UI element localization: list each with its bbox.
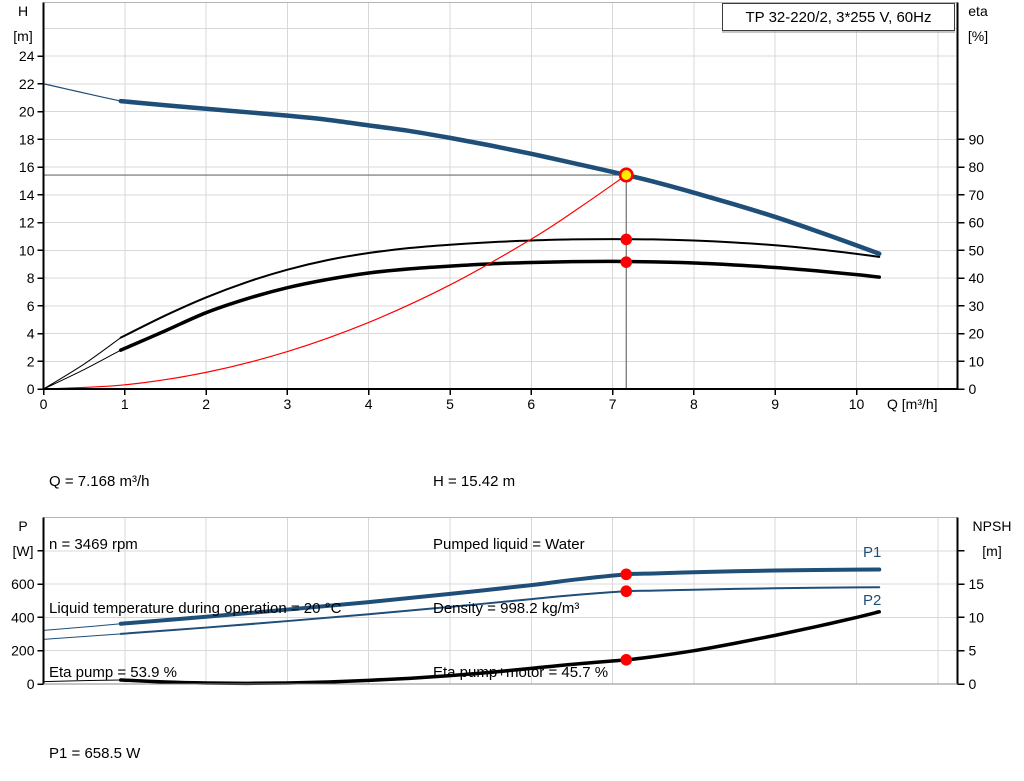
head-chart-x-tick-label: 8: [690, 396, 698, 412]
power-chart-left-axis-title: P: [18, 518, 27, 534]
head-chart-x-tick-label: 1: [121, 396, 129, 412]
power-chart-left-axis-title: [W]: [13, 543, 34, 559]
power-chart-left-tick-label: 0: [27, 676, 35, 692]
p1-curve: [118, 567, 882, 626]
head-chart-left-tick-label: 4: [27, 326, 35, 342]
head-chart-right-tick-label: 60: [969, 215, 985, 231]
eta-motor-curve: [118, 259, 882, 352]
head-chart-left-tick-label: 8: [27, 270, 35, 286]
duty-info-right-column: H = 15.42 m Pumped liquid = Water Densit…: [433, 428, 608, 726]
info-speed: n = 3469 rpm: [49, 536, 138, 554]
head-chart-x-tick-label: 9: [771, 396, 779, 412]
info-liquid-temperature: Liquid temperature during operation = 20…: [49, 600, 342, 618]
head-chart-left-tick-label: 10: [19, 242, 35, 258]
head-chart-x-tick-label: 4: [365, 396, 373, 412]
info-pumped-liquid: Pumped liquid = Water: [433, 536, 585, 554]
head-chart-x-tick-label: 0: [40, 396, 48, 412]
power-chart-right-axis-title: [m]: [982, 543, 1001, 559]
power-chart-right-tick-label: 10: [969, 609, 985, 625]
duty-point-marker: [618, 167, 634, 183]
npsh-curve: [118, 609, 882, 686]
head-chart-left-tick-label: 6: [27, 298, 35, 314]
eta-motor-curve-lead: [43, 349, 122, 390]
info-flow: Q = 7.168 m³/h: [49, 472, 150, 490]
head-chart-right-tick-label: 40: [969, 270, 985, 286]
p1-point-marker: [620, 568, 633, 581]
head-chart-left-tick-label: 22: [19, 76, 35, 92]
power-info-column: P1 = 658.5 W P2 = 557.2 W NPSH = 3.63 m: [49, 700, 154, 781]
npsh-curve-lead: [43, 679, 122, 683]
head-chart-left-tick-label: 2: [27, 353, 35, 369]
head-chart-right-axis-title: [%]: [968, 28, 988, 44]
p2-point-marker: [620, 585, 633, 598]
eta-pump-curve: [119, 238, 881, 339]
head-chart-left-tick-label: 20: [19, 104, 35, 120]
power-chart-left-tick-label: 600: [11, 576, 35, 592]
p2-curve: [119, 586, 881, 635]
power-chart-right-axis-title: NPSH: [973, 518, 1012, 534]
info-eta-pump: Eta pump = 53.9 %: [49, 664, 177, 682]
head-chart-right-tick-label: 20: [969, 326, 985, 342]
head-chart-right-tick-label: 90: [969, 131, 985, 147]
head-chart-x-tick-label: 10: [849, 396, 865, 412]
power-chart-right-tick-label: 5: [969, 643, 977, 659]
head-chart-x-tick-label: 3: [284, 396, 292, 412]
p2-curve-label: P2: [863, 592, 881, 609]
head-chart-left-axis-title: H: [18, 3, 28, 19]
head-chart-left-tick-label: 18: [19, 131, 35, 147]
h-curve: [118, 98, 882, 256]
info-eta-pump-motor: Eta pump+motor = 45.7 %: [433, 664, 609, 682]
eta-pump-point-marker: [620, 233, 633, 246]
power-chart-left-tick-label: 200: [11, 643, 35, 659]
head-chart-left-axis-title: [m]: [13, 28, 32, 44]
head-chart-right-tick-label: 80: [969, 159, 985, 175]
p2-curve-lead: [43, 633, 122, 640]
power-chart-right-tick-label: 0: [969, 676, 977, 692]
info-density: Density = 998.2 kg/m³: [433, 600, 580, 618]
npsh-point-marker: [620, 654, 633, 666]
head-chart-left-tick-label: 24: [19, 48, 35, 64]
info-head: H = 15.42 m: [433, 472, 516, 490]
power-chart-left-tick-label: 400: [11, 609, 35, 625]
p1-curve-lead: [43, 623, 122, 631]
h-curve-lead: [42, 83, 122, 102]
head-chart-left-tick-label: 16: [19, 159, 35, 175]
duty-info-left-column: Q = 7.168 m³/h n = 3469 rpm Liquid tempe…: [49, 428, 341, 726]
head-chart-plot-area[interactable]: [44, 3, 958, 390]
head-chart-x-axis-title: Q [m³/h]: [887, 396, 938, 412]
head-chart-right-tick-label: 70: [969, 187, 985, 203]
pump-title-box: TP 32-220/2, 3*255 V, 60Hz: [722, 3, 955, 31]
head-chart-x-tick-label: 7: [609, 396, 617, 412]
head-chart-left-tick-label: 0: [27, 381, 35, 397]
head-chart-left-tick-label: 12: [19, 215, 35, 231]
head-chart-right-tick-label: 0: [969, 381, 977, 397]
head-chart-left-tick-label: 14: [19, 187, 35, 203]
head-chart-right-tick-label: 50: [969, 242, 985, 258]
head-chart: 0246810121416182022240102030405060708090…: [13, 2, 988, 412]
eta-pump-curve-lead: [43, 337, 122, 390]
power-chart-right-tick-label: 15: [969, 576, 985, 592]
head-chart-right-tick-label: 30: [969, 298, 985, 314]
system-curve: [42, 174, 627, 390]
info-p1: P1 = 658.5 W: [49, 744, 141, 762]
eta-motor-point-marker: [620, 256, 633, 268]
head-chart-x-tick-label: 2: [202, 396, 210, 412]
head-chart-right-axis-title: eta: [968, 3, 988, 19]
p1-curve-label: P1: [863, 544, 881, 561]
pump-title-label: TP 32-220/2, 3*255 V, 60Hz: [745, 8, 932, 26]
head-chart-x-tick-label: 5: [446, 396, 454, 412]
head-chart-x-tick-label: 6: [527, 396, 535, 412]
power-chart: P1 P2 0 200 400 600 0 5 10 15 P [W] NPSH [m]: [11, 517, 1012, 692]
head-chart-right-tick-label: 10: [969, 353, 985, 369]
